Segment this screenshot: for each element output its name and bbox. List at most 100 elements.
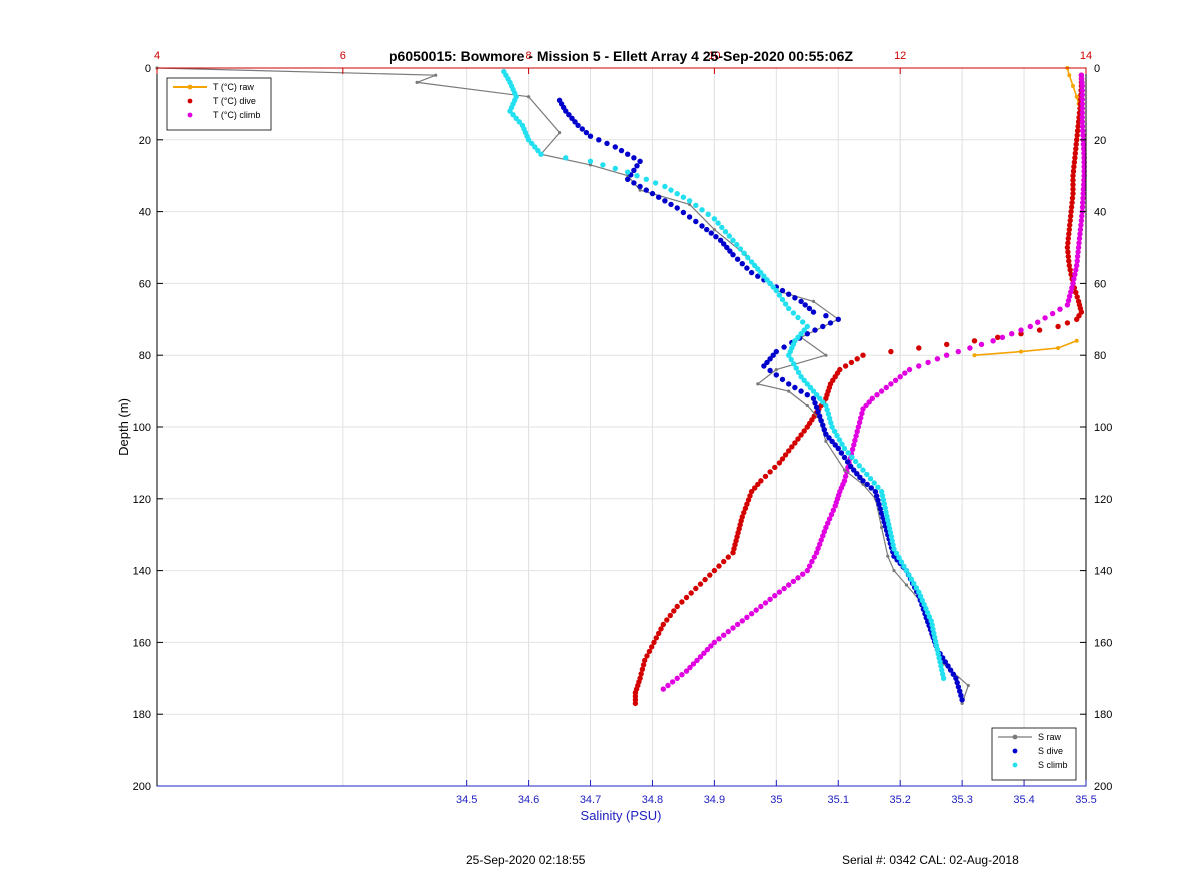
y-tick-label: 0 (145, 63, 151, 75)
data-point-s-climb (800, 319, 806, 325)
data-point-t-c-climb (809, 558, 815, 565)
data-point-s-dive (818, 418, 824, 424)
data-point-s-dive (820, 323, 826, 330)
data-point-s-dive (804, 331, 810, 337)
data-point-s-raw (880, 525, 884, 530)
data-point-s-dive (643, 187, 649, 193)
data-point-s-dive (835, 316, 841, 322)
salinity-tick-label: 35 (770, 794, 782, 806)
data-point-s-dive (848, 463, 854, 470)
y-tick-label-right: 0 (1094, 63, 1100, 75)
data-point-t-c-climb (806, 563, 813, 569)
data-point-t-c-dive (1036, 327, 1043, 333)
data-point-t-c-climb (1081, 182, 1087, 188)
data-point-t-c-climb (1065, 297, 1072, 304)
data-point-s-climb (893, 550, 900, 557)
data-point-t-c-dive (1067, 267, 1073, 273)
data-point-s-dive (699, 223, 705, 229)
data-point-t-c-dive (744, 501, 750, 507)
data-point-t-c-climb (849, 446, 856, 453)
data-point-s-climb (940, 675, 947, 681)
temperature-tick-label: 4 (154, 50, 160, 62)
data-point-t-c-dive (1074, 294, 1080, 300)
data-point-s-dive (955, 684, 962, 690)
data-point-s-climb (793, 365, 799, 371)
data-point-t-c-raw (1074, 94, 1079, 99)
data-point-t-c-dive (1073, 141, 1079, 147)
data-point-s-dive (798, 388, 804, 394)
data-point-t-c-climb (967, 345, 973, 351)
data-point-t-c-climb (852, 437, 858, 444)
data-point-t-c-climb (1079, 83, 1086, 89)
data-point-t-c-dive (642, 657, 648, 664)
data-point-t-c-climb (897, 374, 903, 380)
footer-timestamp: 25-Sep-2020 02:18:55 (466, 853, 586, 867)
data-point-s-climb (674, 191, 680, 197)
data-point-t-c-climb (990, 338, 996, 344)
legend-label-t-c-climb: T (°C) climb (213, 110, 260, 120)
data-point-s-climb (871, 480, 877, 486)
data-point-t-c-climb (828, 511, 835, 518)
y-tick-label-right: 40 (1094, 207, 1106, 219)
data-point-t-c-climb (892, 377, 899, 383)
data-point-s-dive (810, 309, 817, 315)
data-point-t-c-climb (1068, 289, 1074, 295)
data-point-s-climb (529, 140, 535, 147)
data-point-s-climb (770, 284, 776, 290)
y-tick-label: 200 (133, 781, 151, 793)
data-point-t-c-climb (1075, 249, 1081, 255)
data-point-s-climb (938, 663, 944, 669)
data-point-t-c-climb (767, 596, 773, 602)
data-point-t-c-dive (1073, 289, 1079, 296)
data-point-s-dive (826, 435, 832, 441)
salinity-tick-label: 35.3 (951, 794, 972, 806)
data-point-t-c-climb (1081, 177, 1087, 183)
data-point-t-c-climb (1078, 217, 1085, 224)
data-point-t-c-climb (1042, 315, 1048, 321)
data-point-t-c-climb (978, 341, 985, 348)
data-point-t-c-climb (860, 406, 866, 412)
data-point-t-c-climb (683, 668, 690, 674)
data-point-t-c-climb (730, 625, 736, 631)
data-point-t-c-dive (779, 456, 786, 462)
data-point-t-c-climb (708, 643, 714, 649)
temperature-tick-label: 12 (894, 50, 906, 62)
data-point-t-c-climb (660, 686, 666, 692)
data-point-s-raw (415, 80, 419, 84)
data-point-s-climb (532, 144, 538, 150)
data-point-t-c-climb (863, 402, 869, 409)
y-tick-label-right: 140 (1094, 566, 1112, 578)
data-point-t-c-climb (1074, 258, 1080, 264)
data-point-s-climb (924, 610, 931, 616)
data-point-s-climb (921, 601, 927, 608)
data-point-s-climb (764, 277, 770, 283)
legend-temperature: T (°C) raw T (°C) dive T (°C) climb (166, 77, 272, 131)
data-point-t-c-raw (1067, 73, 1072, 78)
data-point-t-c-climb (804, 567, 810, 574)
data-point-s-climb (726, 233, 732, 239)
data-point-t-c-dive (745, 497, 752, 503)
data-point-s-raw (434, 73, 438, 77)
data-point-s-climb (722, 229, 729, 235)
data-point-s-dive (563, 108, 569, 114)
data-point-t-c-dive (656, 630, 662, 637)
data-point-t-c-dive (702, 576, 708, 583)
data-point-s-dive (820, 422, 826, 428)
data-point-s-climb (786, 305, 792, 312)
data-point-s-climb (776, 292, 783, 298)
data-point-t-c-climb (1079, 119, 1086, 125)
data-point-s-climb (538, 151, 544, 157)
data-point-s-raw (811, 299, 816, 303)
data-point-t-c-climb (711, 639, 718, 646)
data-point-t-c-dive (1074, 132, 1080, 138)
data-point-s-climb (931, 630, 937, 636)
data-point-t-c-dive (786, 448, 792, 454)
data-point-t-c-climb (902, 370, 908, 376)
data-point-s-dive (693, 218, 699, 225)
data-point-t-c-climb (1079, 96, 1086, 103)
data-point-t-c-dive (742, 505, 749, 512)
data-point-s-climb (634, 173, 640, 179)
data-point-t-c-climb (851, 442, 857, 448)
data-point-s-dive (704, 226, 710, 233)
